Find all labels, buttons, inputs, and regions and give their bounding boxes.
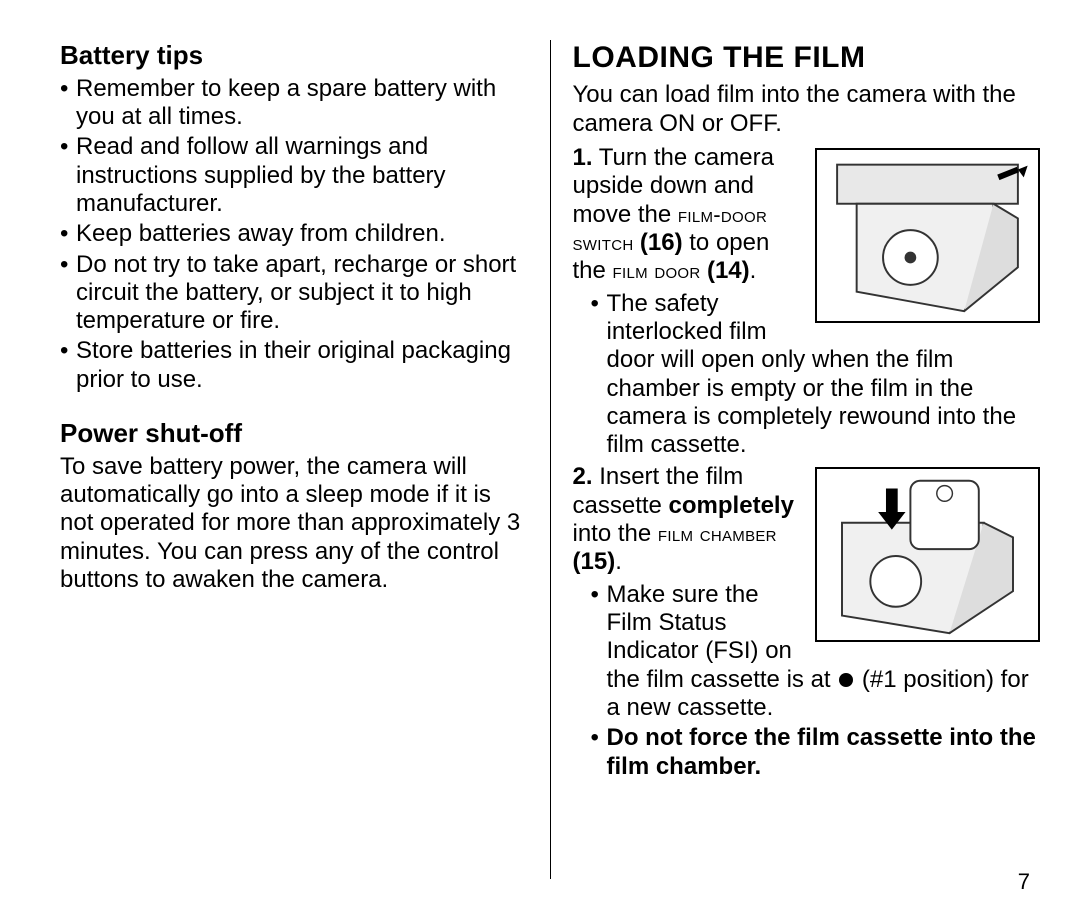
page-number: 7 [1018, 869, 1030, 895]
ref-16: (16) [640, 229, 683, 256]
fsi-dot-icon [839, 673, 853, 687]
text-fragment: . [615, 548, 622, 575]
battery-tips-heading: Battery tips [60, 40, 528, 71]
text-fragment: . [750, 257, 757, 284]
left-column: Battery tips Remember to keep a spare ba… [60, 40, 551, 879]
battery-tip-item: Remember to keep a spare battery with yo… [60, 75, 528, 132]
completely-bold: completely [669, 492, 794, 519]
loading-film-heading: LOADING THE FILM [573, 40, 1041, 75]
manual-page: Battery tips Remember to keep a spare ba… [0, 0, 1080, 909]
battery-tip-item: Read and follow all warnings and instruc… [60, 133, 528, 218]
film-chamber-label: film chamber [658, 521, 777, 546]
step-1-text: Turn the camera upside down and move the… [573, 144, 774, 284]
battery-tips-list: Remember to keep a spare battery with yo… [60, 75, 528, 394]
step-1-sub-item: The safety interlocked film door will op… [573, 290, 1041, 460]
battery-tip-item: Do not try to take apart, recharge or sh… [60, 251, 528, 336]
battery-tip-item: Store batteries in their original packag… [60, 337, 528, 394]
ref-15: (15) [573, 548, 616, 575]
step-2-sub-list: Make sure the Film Status Indicator (FSI… [573, 581, 1041, 781]
ref-14: (14) [707, 257, 750, 284]
text-fragment: into the [573, 520, 658, 547]
step-2-sub-item-fsi: Make sure the Film Status Indicator (FSI… [573, 581, 1041, 723]
step-1-sub-list: The safety interlocked film door will op… [573, 290, 1041, 460]
step-number: 2. [573, 463, 593, 490]
power-shutoff-body: To save battery power, the camera will a… [60, 453, 528, 595]
step-number: 1. [573, 144, 593, 171]
step-2-sub-item-warning: Do not force the film cassette into the … [573, 724, 1041, 781]
loading-film-intro: You can load film into the camera with t… [573, 81, 1041, 138]
film-door-label: film door [613, 258, 707, 283]
step-2-text: Insert the film cassette completely into… [573, 463, 794, 575]
battery-tip-item: Keep batteries away from children. [60, 220, 528, 248]
right-column: LOADING THE FILM You can load film into … [551, 40, 1041, 879]
text-fragment: Make sure the Film Status Indicator (FSI… [607, 581, 838, 693]
power-shutoff-heading: Power shut-off [60, 418, 528, 449]
do-not-force-warning: Do not force the film cassette into the … [607, 724, 1036, 779]
